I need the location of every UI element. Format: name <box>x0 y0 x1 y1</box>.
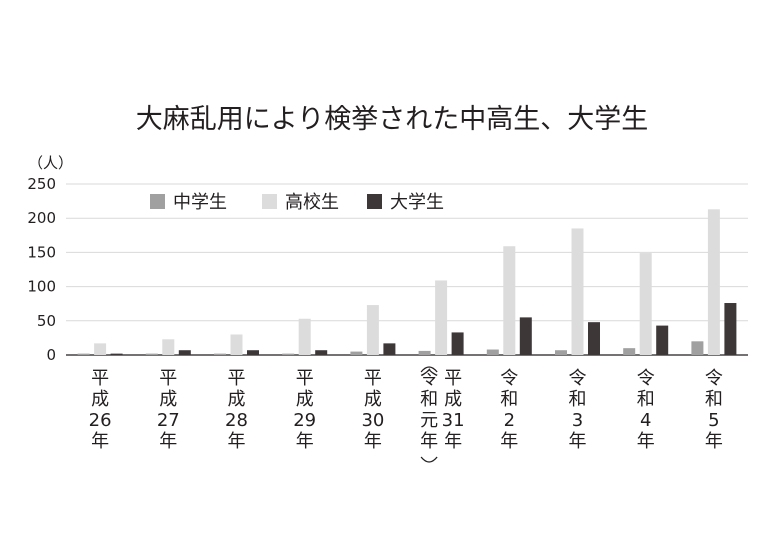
x-tick-label: 平 <box>228 368 246 389</box>
legend-label: 高校生 <box>285 192 339 213</box>
x-tick-label: 成 <box>91 389 109 410</box>
x-tick-label: 成 <box>296 389 314 410</box>
x-tick-label: 平 <box>296 368 314 389</box>
legend-label: 大学生 <box>390 192 444 213</box>
x-tick-label: 平 <box>91 368 109 389</box>
y-tick-label: 150 <box>27 243 56 261</box>
bar <box>588 322 600 355</box>
x-tick-label: 令 <box>569 368 587 389</box>
x-tick-label-alt: 成 <box>444 389 462 410</box>
bar <box>418 350 431 355</box>
x-tick-label: 和 <box>569 389 587 410</box>
legend-label: 中学生 <box>173 192 227 213</box>
x-tick-label: 4 <box>640 410 651 431</box>
y-tick-label: 100 <box>27 278 56 296</box>
x-tick-label: 29 <box>293 410 316 431</box>
x-tick-label: 年 <box>637 431 655 452</box>
bar <box>298 318 311 355</box>
y-tick-label: 250 <box>27 175 56 193</box>
x-tick-label: 年 <box>296 431 314 452</box>
x-tick-label: 30 <box>361 410 384 431</box>
x-tick-label: 成 <box>364 389 382 410</box>
bar <box>451 332 464 355</box>
x-tick-label: 和 <box>705 389 723 410</box>
x-tick-label: 年 <box>569 431 587 452</box>
label-bracket-open <box>420 366 438 373</box>
y-tick-label: 50 <box>37 312 56 330</box>
x-tick-label: 和 <box>500 389 518 410</box>
bar <box>178 350 191 355</box>
bar <box>350 351 363 355</box>
bar <box>214 353 226 355</box>
x-tick-label: 26 <box>89 410 112 431</box>
x-tick-label-alt: 31 <box>442 410 465 431</box>
bar <box>230 334 243 355</box>
bar <box>656 325 669 355</box>
x-tick-label: 令 <box>500 368 518 389</box>
label-bracket-close <box>420 456 438 463</box>
bar <box>486 349 499 355</box>
x-tick-label: 令 <box>420 368 438 389</box>
x-tick-label: 令 <box>705 368 723 389</box>
bar <box>503 246 516 355</box>
x-tick-label: 年 <box>91 431 109 452</box>
y-tick-label: 0 <box>46 346 56 364</box>
x-tick-label: 成 <box>228 389 246 410</box>
bar <box>383 343 396 355</box>
x-tick-label: 年 <box>364 431 382 452</box>
legend-swatch <box>262 194 277 209</box>
x-tick-label: 2 <box>504 410 515 431</box>
x-tick-label: 年 <box>228 431 246 452</box>
x-tick-label: 3 <box>572 410 583 431</box>
x-tick-label: 元 <box>420 410 438 431</box>
x-tick-label: 和 <box>637 389 655 410</box>
x-tick-label: 平 <box>364 368 382 389</box>
x-tick-label: 平 <box>159 368 177 389</box>
bar <box>366 305 379 355</box>
bar <box>315 350 328 355</box>
x-tick-label: 5 <box>708 410 719 431</box>
x-tick-label-alt: 平 <box>444 368 462 389</box>
bar <box>282 353 295 355</box>
bar <box>247 350 259 355</box>
bar <box>110 353 123 355</box>
x-tick-label: 27 <box>157 410 180 431</box>
bar <box>555 350 567 355</box>
bar <box>145 353 158 355</box>
bar <box>77 353 90 355</box>
bar <box>639 253 652 355</box>
bar <box>691 341 704 355</box>
x-tick-label: 成 <box>159 389 177 410</box>
bar <box>519 317 532 355</box>
y-tick-label: 200 <box>27 209 56 227</box>
chart-title: 大麻乱用により検挙された中高生、大学生 <box>136 104 648 135</box>
x-tick-label: 年 <box>500 431 518 452</box>
bar <box>435 280 448 355</box>
bar <box>94 343 107 355</box>
legend-swatch <box>367 194 382 209</box>
bar <box>724 303 737 355</box>
x-tick-label: 令 <box>637 368 655 389</box>
x-tick-label: 年 <box>159 431 177 452</box>
x-tick-label: 28 <box>225 410 248 431</box>
y-axis-unit: （人） <box>28 154 73 172</box>
x-tick-label: 和 <box>420 389 438 410</box>
x-tick-label-alt: 年 <box>444 431 462 452</box>
bar <box>571 228 584 355</box>
legend-swatch <box>150 194 165 209</box>
x-tick-label: 年 <box>420 431 438 452</box>
x-tick-label: 年 <box>705 431 723 452</box>
bar <box>623 348 636 355</box>
bar <box>707 209 720 355</box>
bar <box>162 339 175 355</box>
